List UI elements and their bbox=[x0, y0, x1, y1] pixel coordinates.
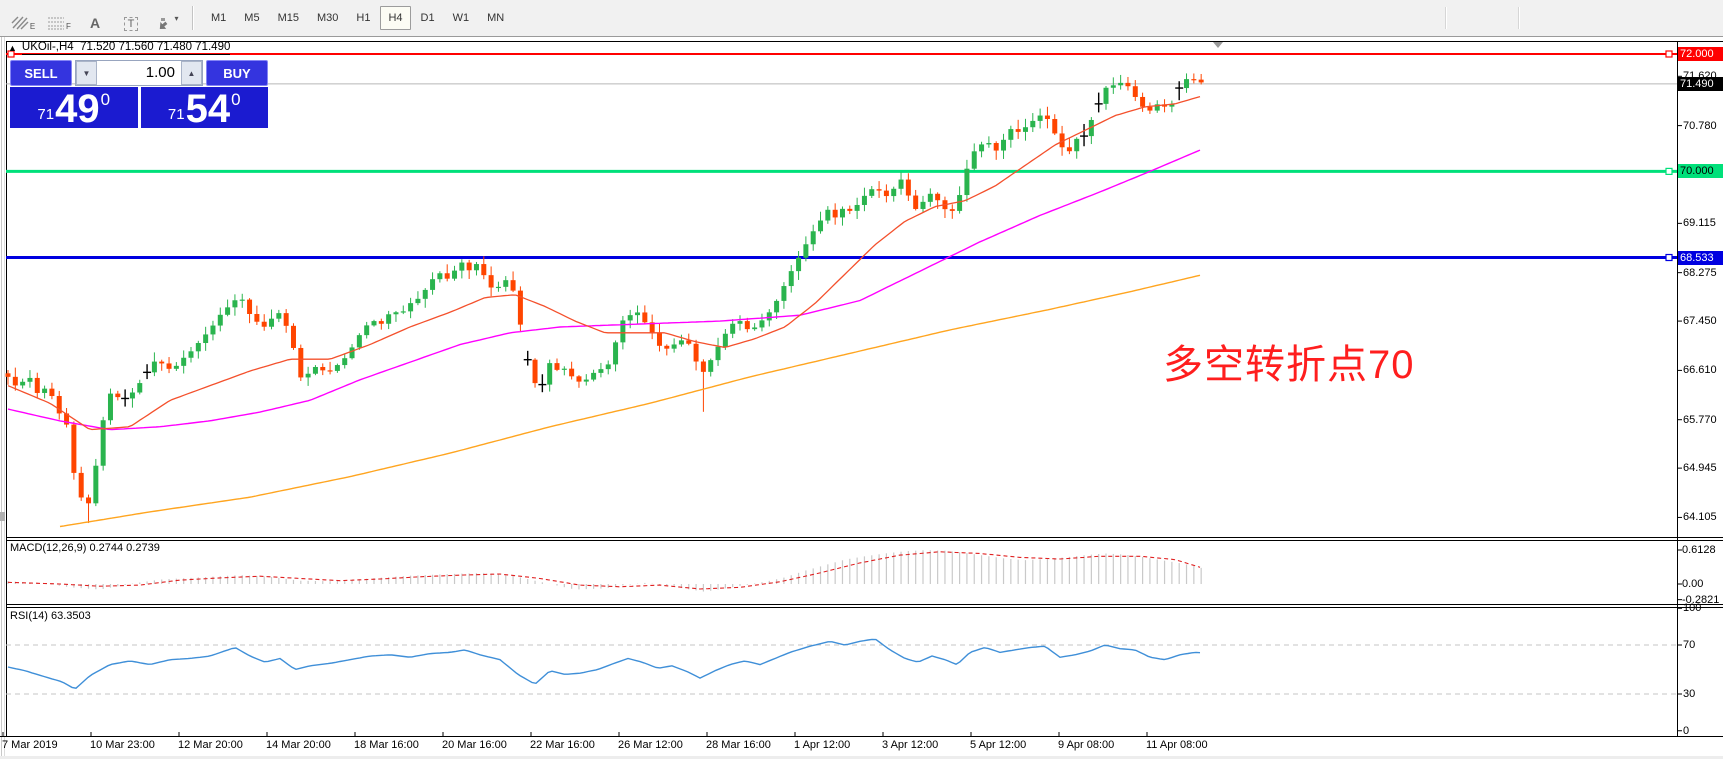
tab-h1[interactable]: H1 bbox=[356, 12, 371, 24]
toolbar-separator bbox=[1518, 7, 1520, 29]
tab-h4-active[interactable]: H4 bbox=[380, 6, 411, 30]
macd-indicator-label: MACD(12,26,9) 0.2744 0.2739 bbox=[10, 542, 160, 554]
tab-m1[interactable]: M1 bbox=[211, 12, 227, 24]
chevron-down-icon: ▾ bbox=[174, 13, 179, 23]
current-price-badge: 71.490 bbox=[1678, 77, 1723, 91]
sell-price-display[interactable]: 71 49 0 bbox=[10, 87, 138, 132]
chart-annotation-text[interactable]: 多空转折点70 bbox=[1163, 343, 1415, 387]
ma-fast-line bbox=[7, 95, 1201, 431]
chart-shift-marker-icon bbox=[1213, 42, 1223, 48]
buy-button[interactable]: BUY bbox=[206, 60, 268, 86]
label-t-icon: T bbox=[123, 17, 139, 31]
volume-stepper: ▼ 1.00 ▲ bbox=[75, 60, 203, 86]
rsi-line bbox=[7, 638, 1201, 689]
buy-price-handle: 71 bbox=[167, 106, 185, 123]
arrows-tool-button[interactable]: ▾ bbox=[152, 3, 182, 33]
window-bottom-frame bbox=[0, 756, 1723, 759]
tab-mn[interactable]: MN bbox=[487, 12, 505, 24]
toolbar: E F A T ▾ M1 M5 M15 M30 H1 H4 D1 W1 MN bbox=[0, 0, 1723, 37]
fibonacci-grid-tool-button[interactable]: F bbox=[44, 3, 74, 33]
candles-series bbox=[5, 73, 1204, 524]
tab-m5[interactable]: M5 bbox=[244, 12, 260, 24]
tool-sub-f: F bbox=[66, 22, 71, 31]
sell-price-big: 49 bbox=[55, 87, 100, 132]
macd-histogram bbox=[7, 550, 1202, 592]
volume-input[interactable]: 1.00 bbox=[145, 64, 175, 81]
buy-price-big: 54 bbox=[185, 87, 231, 132]
volume-decrease-button[interactable]: ▼ bbox=[76, 61, 97, 85]
tab-w1[interactable]: W1 bbox=[452, 12, 470, 24]
draw-patterns-tool-button[interactable]: E bbox=[8, 3, 38, 33]
hline-handle[interactable] bbox=[1665, 167, 1673, 175]
level-badge-72000[interactable]: 72.000 bbox=[1678, 47, 1723, 61]
grid-icon bbox=[48, 17, 65, 30]
level-badge-70000[interactable]: 70.000 bbox=[1678, 164, 1723, 178]
macd-signal-line bbox=[7, 551, 1201, 590]
sell-price-handle: 71 bbox=[37, 106, 55, 123]
hline-handle[interactable] bbox=[7, 50, 15, 58]
ma-slow-line bbox=[59, 274, 1201, 528]
sell-button[interactable]: SELL bbox=[10, 60, 72, 86]
chart-title: ▲ UKOil-,H4 71.520 71.560 71.480 71.490 bbox=[8, 41, 231, 55]
buy-price-display[interactable]: 71 54 0 bbox=[140, 87, 268, 132]
symbol-ohlc-text: UKOil-,H4 71.520 71.560 71.480 71.490 bbox=[21, 41, 231, 55]
crosshatch-icon bbox=[11, 16, 29, 30]
toolbar-separator bbox=[1445, 7, 1447, 29]
toolbar-separator bbox=[192, 6, 194, 30]
label-tool-button[interactable]: T bbox=[116, 3, 146, 33]
tool-sub-e: E bbox=[29, 22, 36, 31]
hline-handle[interactable] bbox=[1665, 50, 1673, 58]
level-badge-68533[interactable]: 68.533 bbox=[1678, 251, 1723, 265]
tab-m15[interactable]: M15 bbox=[277, 12, 299, 24]
sell-price-pip: 0 bbox=[100, 90, 111, 109]
symbol-marker-icon: ▲ bbox=[8, 43, 17, 53]
tab-d1[interactable]: D1 bbox=[420, 12, 435, 24]
rsi-indicator-label: RSI(14) 63.3503 bbox=[10, 610, 91, 622]
arrows-icon bbox=[160, 18, 168, 29]
volume-increase-button[interactable]: ▲ bbox=[181, 61, 202, 85]
ma-mid-line bbox=[7, 149, 1201, 431]
text-a-icon: A bbox=[89, 15, 101, 31]
one-click-trading-panel: SELL ▼ 1.00 ▲ BUY 71 49 0 71 54 0 bbox=[10, 60, 268, 132]
tab-m30[interactable]: M30 bbox=[316, 12, 339, 24]
buy-price-pip: 0 bbox=[231, 90, 241, 109]
hline-handle[interactable] bbox=[1665, 253, 1673, 262]
text-tool-button[interactable]: A bbox=[80, 3, 110, 33]
